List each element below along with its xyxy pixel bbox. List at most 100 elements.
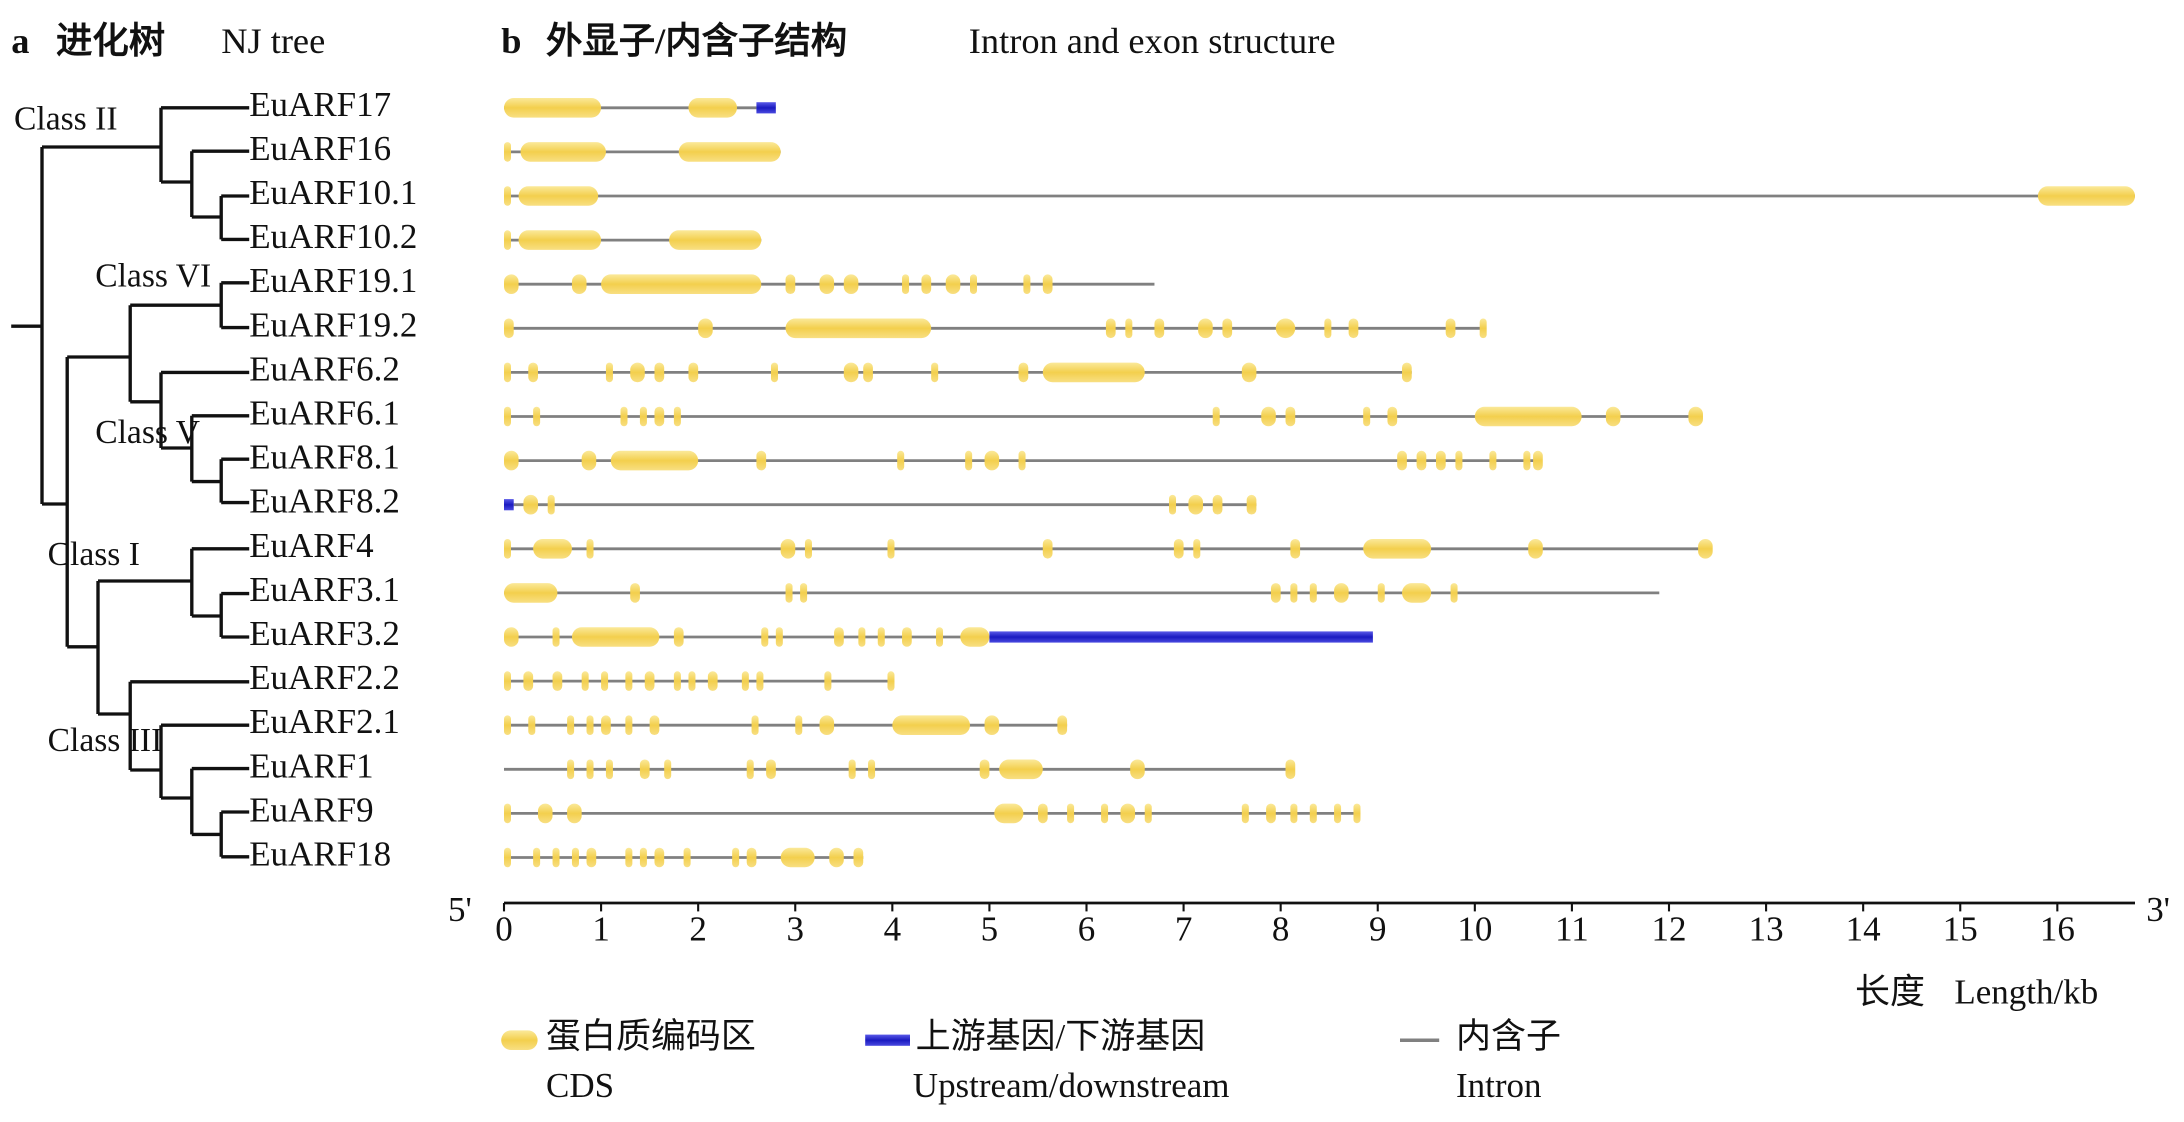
panel-title-en: NJ tree: [221, 21, 325, 61]
cds-exon: [625, 671, 633, 691]
cds-exon: [785, 583, 793, 603]
cds-exon: [518, 230, 602, 250]
legend-label: CDS: [546, 1066, 614, 1105]
cds-exon: [1285, 759, 1296, 780]
gene-label: EuARF10.1: [249, 173, 417, 212]
panel-title-zh: 进化树: [56, 21, 165, 61]
axis-end-label: 3': [2146, 890, 2170, 929]
cds-exon: [630, 583, 640, 603]
cds-exon: [741, 671, 749, 691]
class-label: Class V: [95, 414, 200, 451]
cds-exon: [698, 318, 713, 339]
cds-exon: [1387, 406, 1398, 427]
cds-exon: [504, 450, 519, 471]
cds-exon: [1523, 450, 1531, 471]
cds-exon: [1057, 715, 1068, 735]
cds-exon: [1435, 450, 1446, 471]
legend-flank-icon: [865, 1034, 911, 1046]
cds-exon: [1144, 803, 1152, 824]
cds-exon: [1275, 318, 1296, 339]
cds-exon: [931, 362, 939, 383]
cds-exon: [1605, 406, 1621, 427]
cds-exon: [523, 671, 534, 691]
x-tick-label: 6: [1078, 909, 1096, 948]
cds-exon: [1455, 450, 1463, 471]
cds-exon: [520, 142, 606, 162]
cds-exon: [1037, 803, 1048, 824]
panel-title-en: Intron and exon structure: [969, 21, 1336, 61]
cds-exon: [1402, 583, 1432, 603]
cds-exon: [1246, 494, 1257, 515]
cds-exon: [1042, 538, 1053, 559]
cds-exon: [746, 847, 757, 868]
cds-exon: [834, 627, 844, 647]
cds-exon: [1241, 803, 1249, 824]
cds-exon: [1198, 318, 1213, 339]
cds-exon: [533, 538, 572, 559]
cds-exon: [1363, 406, 1371, 427]
cds-exon: [567, 803, 582, 824]
gene-label: EuARF9: [249, 790, 373, 829]
cds-exon: [1474, 406, 1582, 427]
x-tick-label: 14: [1846, 909, 1881, 948]
cds-exon: [897, 450, 905, 471]
cds-exon: [1363, 538, 1432, 559]
cds-exon: [999, 759, 1043, 780]
cds-exon: [892, 715, 971, 735]
panel-label: a: [11, 21, 29, 61]
cds-exon: [945, 274, 961, 294]
cds-exon: [843, 274, 859, 294]
cds-exon: [829, 847, 844, 868]
axis-label-zh: 长度: [1855, 972, 1925, 1011]
cds-exon: [1285, 406, 1296, 427]
cds-exon: [902, 274, 910, 294]
gene-label: EuARF18: [249, 835, 391, 874]
cds-exon: [1067, 803, 1075, 824]
cds-exon: [552, 627, 560, 647]
cds-exon: [887, 538, 895, 559]
cds-exon: [1353, 803, 1361, 824]
cds-exon: [639, 759, 650, 780]
cds-exon: [1023, 274, 1031, 294]
gene-label: EuARF2.2: [249, 658, 400, 697]
cds-exon: [528, 715, 536, 735]
legend-label: 蛋白质编码区: [546, 1017, 756, 1056]
cds-exon: [761, 627, 769, 647]
cds-exon: [654, 362, 665, 383]
cds-exon: [571, 847, 579, 868]
cds-exon: [504, 671, 512, 691]
cds-exon: [868, 759, 876, 780]
legend-label: Upstream/downstream: [913, 1066, 1230, 1105]
panel-title-zh: 外显子/内含子结构: [546, 21, 847, 61]
cds-exon: [1334, 583, 1349, 603]
x-tick-label: 2: [689, 909, 707, 948]
x-tick-label: 3: [787, 909, 805, 948]
cds-exon: [654, 406, 665, 427]
x-tick-label: 15: [1943, 909, 1978, 948]
cds-exon: [1105, 318, 1116, 339]
cds-exon: [654, 847, 665, 868]
cds-exon: [921, 274, 932, 294]
cds-exon: [1101, 803, 1109, 824]
cds-exon: [1212, 494, 1223, 515]
tree: [11, 106, 250, 859]
cds-exon: [819, 274, 835, 294]
cds-exon: [965, 450, 973, 471]
class-label: Class I: [48, 536, 140, 573]
cds-exon: [586, 715, 594, 735]
cds-exon: [601, 715, 611, 735]
cds-exon: [1528, 538, 1543, 559]
gene-label: EuARF19.2: [249, 305, 417, 344]
cds-exon: [824, 671, 832, 691]
cds-exon: [984, 715, 1000, 735]
cds-exon: [1402, 362, 1412, 383]
cds-exon: [1290, 583, 1298, 603]
gene-label: EuARF4: [249, 526, 373, 565]
gene-label: EuARF8.1: [249, 438, 400, 477]
cds-exon: [586, 538, 594, 559]
cds-exon: [688, 671, 696, 691]
cds-exon: [1698, 538, 1713, 559]
cds-exon: [1445, 318, 1456, 339]
